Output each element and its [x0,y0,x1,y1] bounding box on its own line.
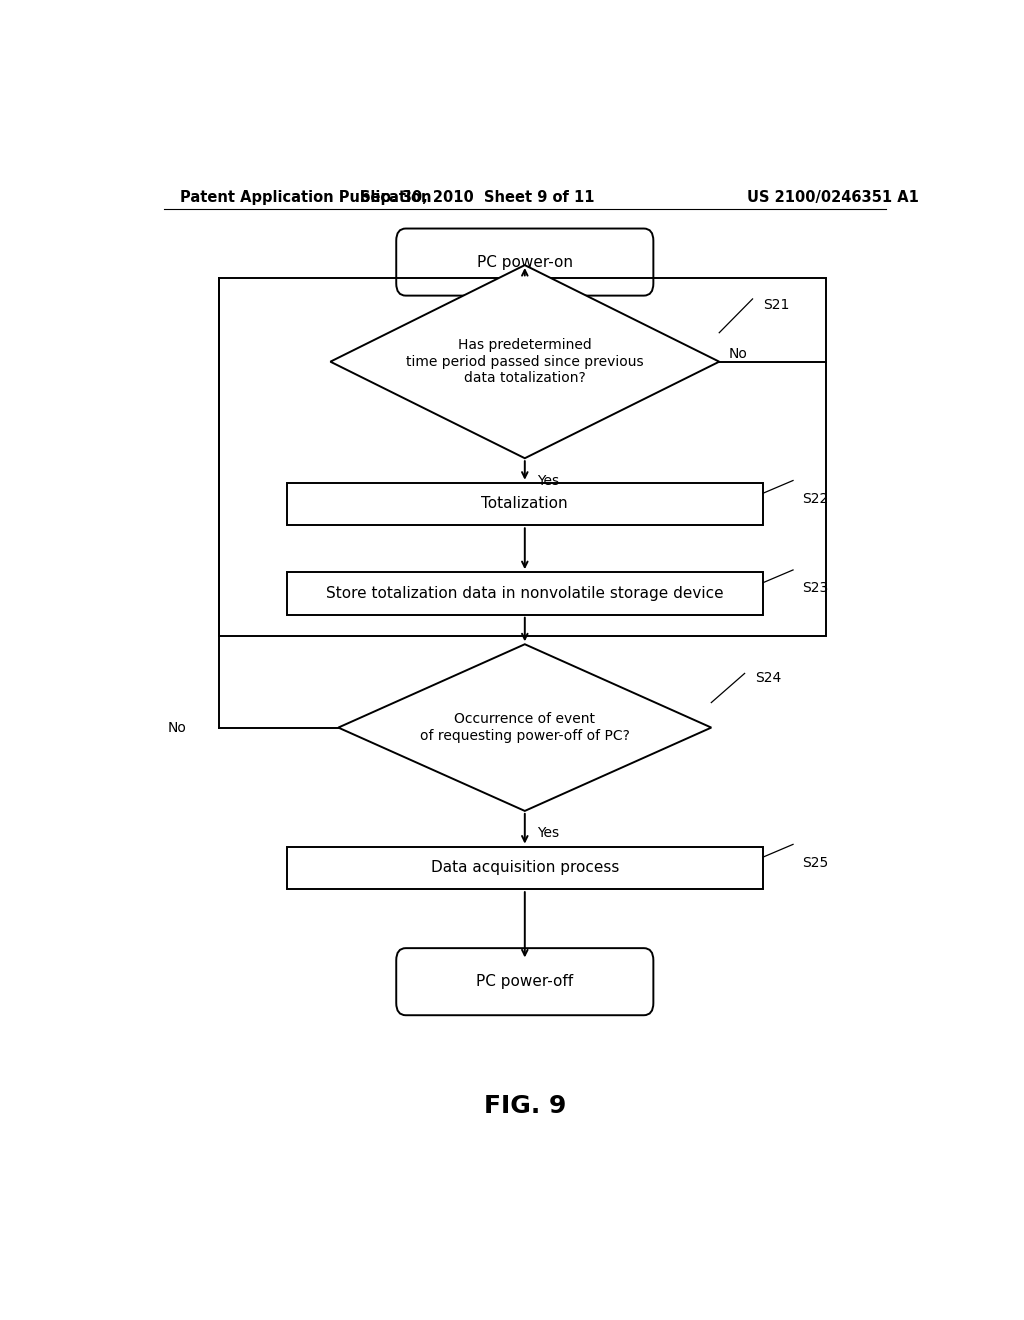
Text: No: No [729,347,748,360]
FancyBboxPatch shape [396,228,653,296]
Text: S25: S25 [803,855,828,870]
Text: PC power-on: PC power-on [477,255,572,269]
Text: Patent Application Publication: Patent Application Publication [179,190,431,205]
Text: Data acquisition process: Data acquisition process [431,861,618,875]
Text: Sep. 30, 2010  Sheet 9 of 11: Sep. 30, 2010 Sheet 9 of 11 [359,190,595,205]
Text: Yes: Yes [537,826,559,841]
Text: S24: S24 [755,671,781,685]
Text: Yes: Yes [537,474,559,487]
Text: S23: S23 [803,581,828,595]
Bar [219,279,826,636]
Text: PC power-off: PC power-off [476,974,573,989]
Bar [287,483,763,525]
Bar [287,846,763,890]
Text: S21: S21 [763,297,790,312]
Polygon shape [338,644,712,810]
Text: Has predetermined
time period passed since previous
data totalization?: Has predetermined time period passed sin… [406,338,644,385]
Text: US 2100/0246351 A1: US 2100/0246351 A1 [748,190,919,205]
Text: S22: S22 [803,492,828,506]
Bar [287,572,763,615]
Text: FIG. 9: FIG. 9 [483,1094,566,1118]
Polygon shape [331,265,719,458]
FancyBboxPatch shape [396,948,653,1015]
Text: Store totalization data in nonvolatile storage device: Store totalization data in nonvolatile s… [326,586,724,601]
Text: Totalization: Totalization [481,496,568,511]
Text: No: No [168,721,186,735]
Text: Occurrence of event
of requesting power-off of PC?: Occurrence of event of requesting power-… [420,713,630,743]
